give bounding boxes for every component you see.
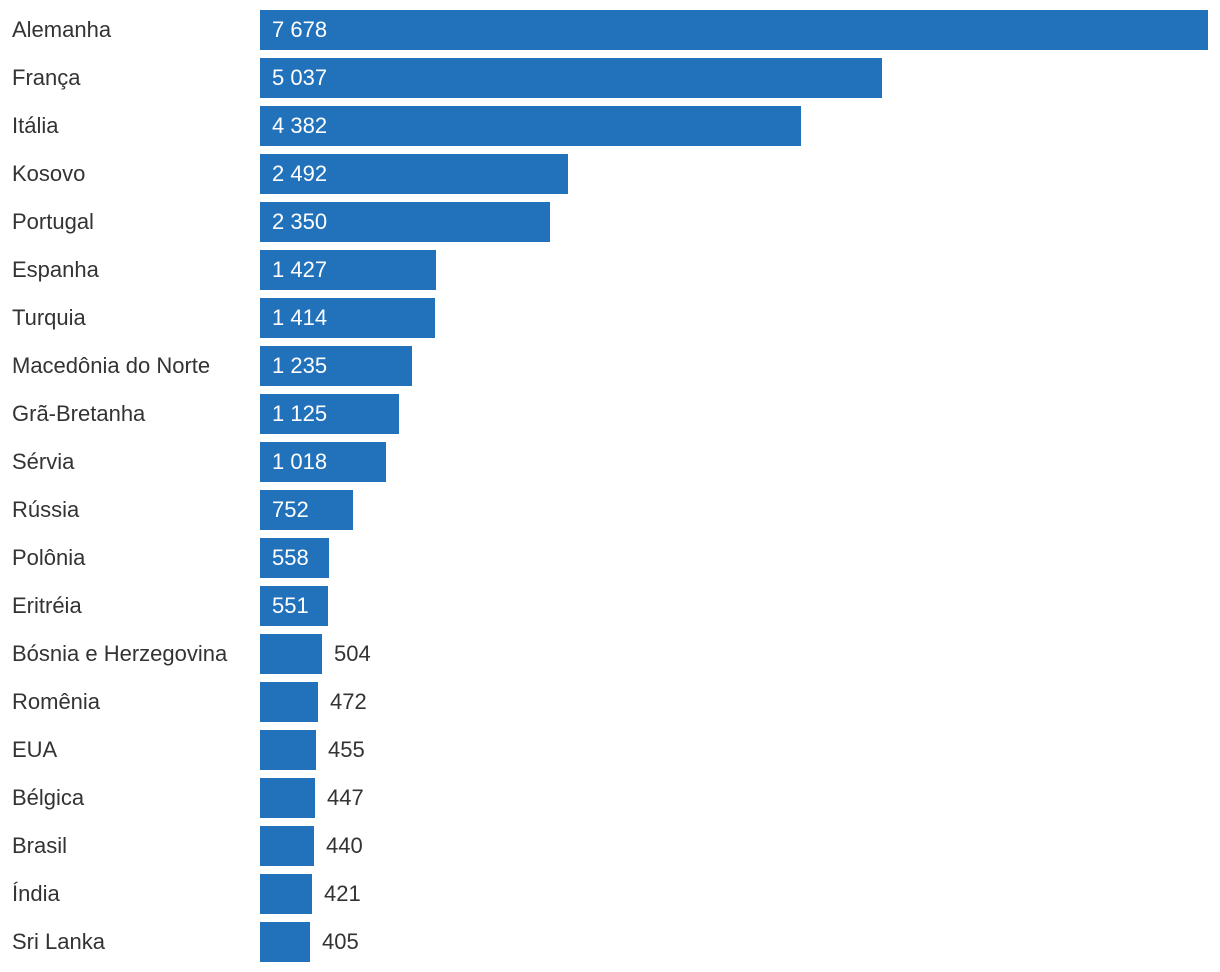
value-label: 1 235 [272,353,328,378]
value-label: 405 [322,929,359,954]
bar [260,442,386,482]
category-label: EUA [12,737,58,762]
category-label: Turquia [12,305,86,330]
category-label: Kosovo [12,161,86,186]
value-label: 421 [324,881,361,906]
value-label: 7 678 [272,17,328,42]
category-label: Polônia [12,545,86,570]
category-label: Romênia [12,689,101,714]
bar [260,250,436,290]
value-label: 2 350 [272,209,328,234]
bar [260,202,550,242]
bar [260,634,322,674]
value-label: 2 492 [272,161,328,186]
bar [260,394,399,434]
bar [260,490,353,530]
category-label: França [12,65,81,90]
bar [260,730,316,770]
bar [260,346,412,386]
value-label: 504 [334,641,371,666]
bar [260,58,882,98]
category-label: Grã-Bretanha [12,401,146,426]
category-label: Sri Lanka [12,929,105,954]
category-label: Portugal [12,209,94,234]
value-label: 1 125 [272,401,328,426]
bar [260,682,318,722]
bar [260,538,329,578]
value-label: 5 037 [272,65,328,90]
category-label: Eritréia [12,593,82,618]
value-label: 440 [326,833,363,858]
category-label: Rússia [12,497,80,522]
value-label: 447 [327,785,364,810]
value-label: 558 [272,545,309,570]
category-label: Bósnia e Herzegovina [12,641,228,666]
bar [260,778,315,818]
category-label: Sérvia [12,449,75,474]
category-label: Alemanha [12,17,112,42]
bar [260,154,568,194]
bar [260,298,435,338]
bar [260,10,1208,50]
value-label: 455 [328,737,365,762]
category-label: Brasil [12,833,68,858]
bar [260,826,314,866]
category-label: Índia [12,881,60,906]
value-label: 551 [272,593,309,618]
bar [260,586,328,626]
category-label: Bélgica [12,785,85,810]
category-label: Itália [12,113,59,138]
value-label: 4 382 [272,113,328,138]
bar [260,874,312,914]
category-label: Macedônia do Norte [12,353,211,378]
value-label: 1 414 [272,305,328,330]
value-label: 1 018 [272,449,328,474]
value-label: 472 [330,689,367,714]
bar [260,106,801,146]
value-label: 752 [272,497,309,522]
value-label: 1 427 [272,257,328,282]
bar [260,922,310,962]
category-label: Espanha [12,257,99,282]
